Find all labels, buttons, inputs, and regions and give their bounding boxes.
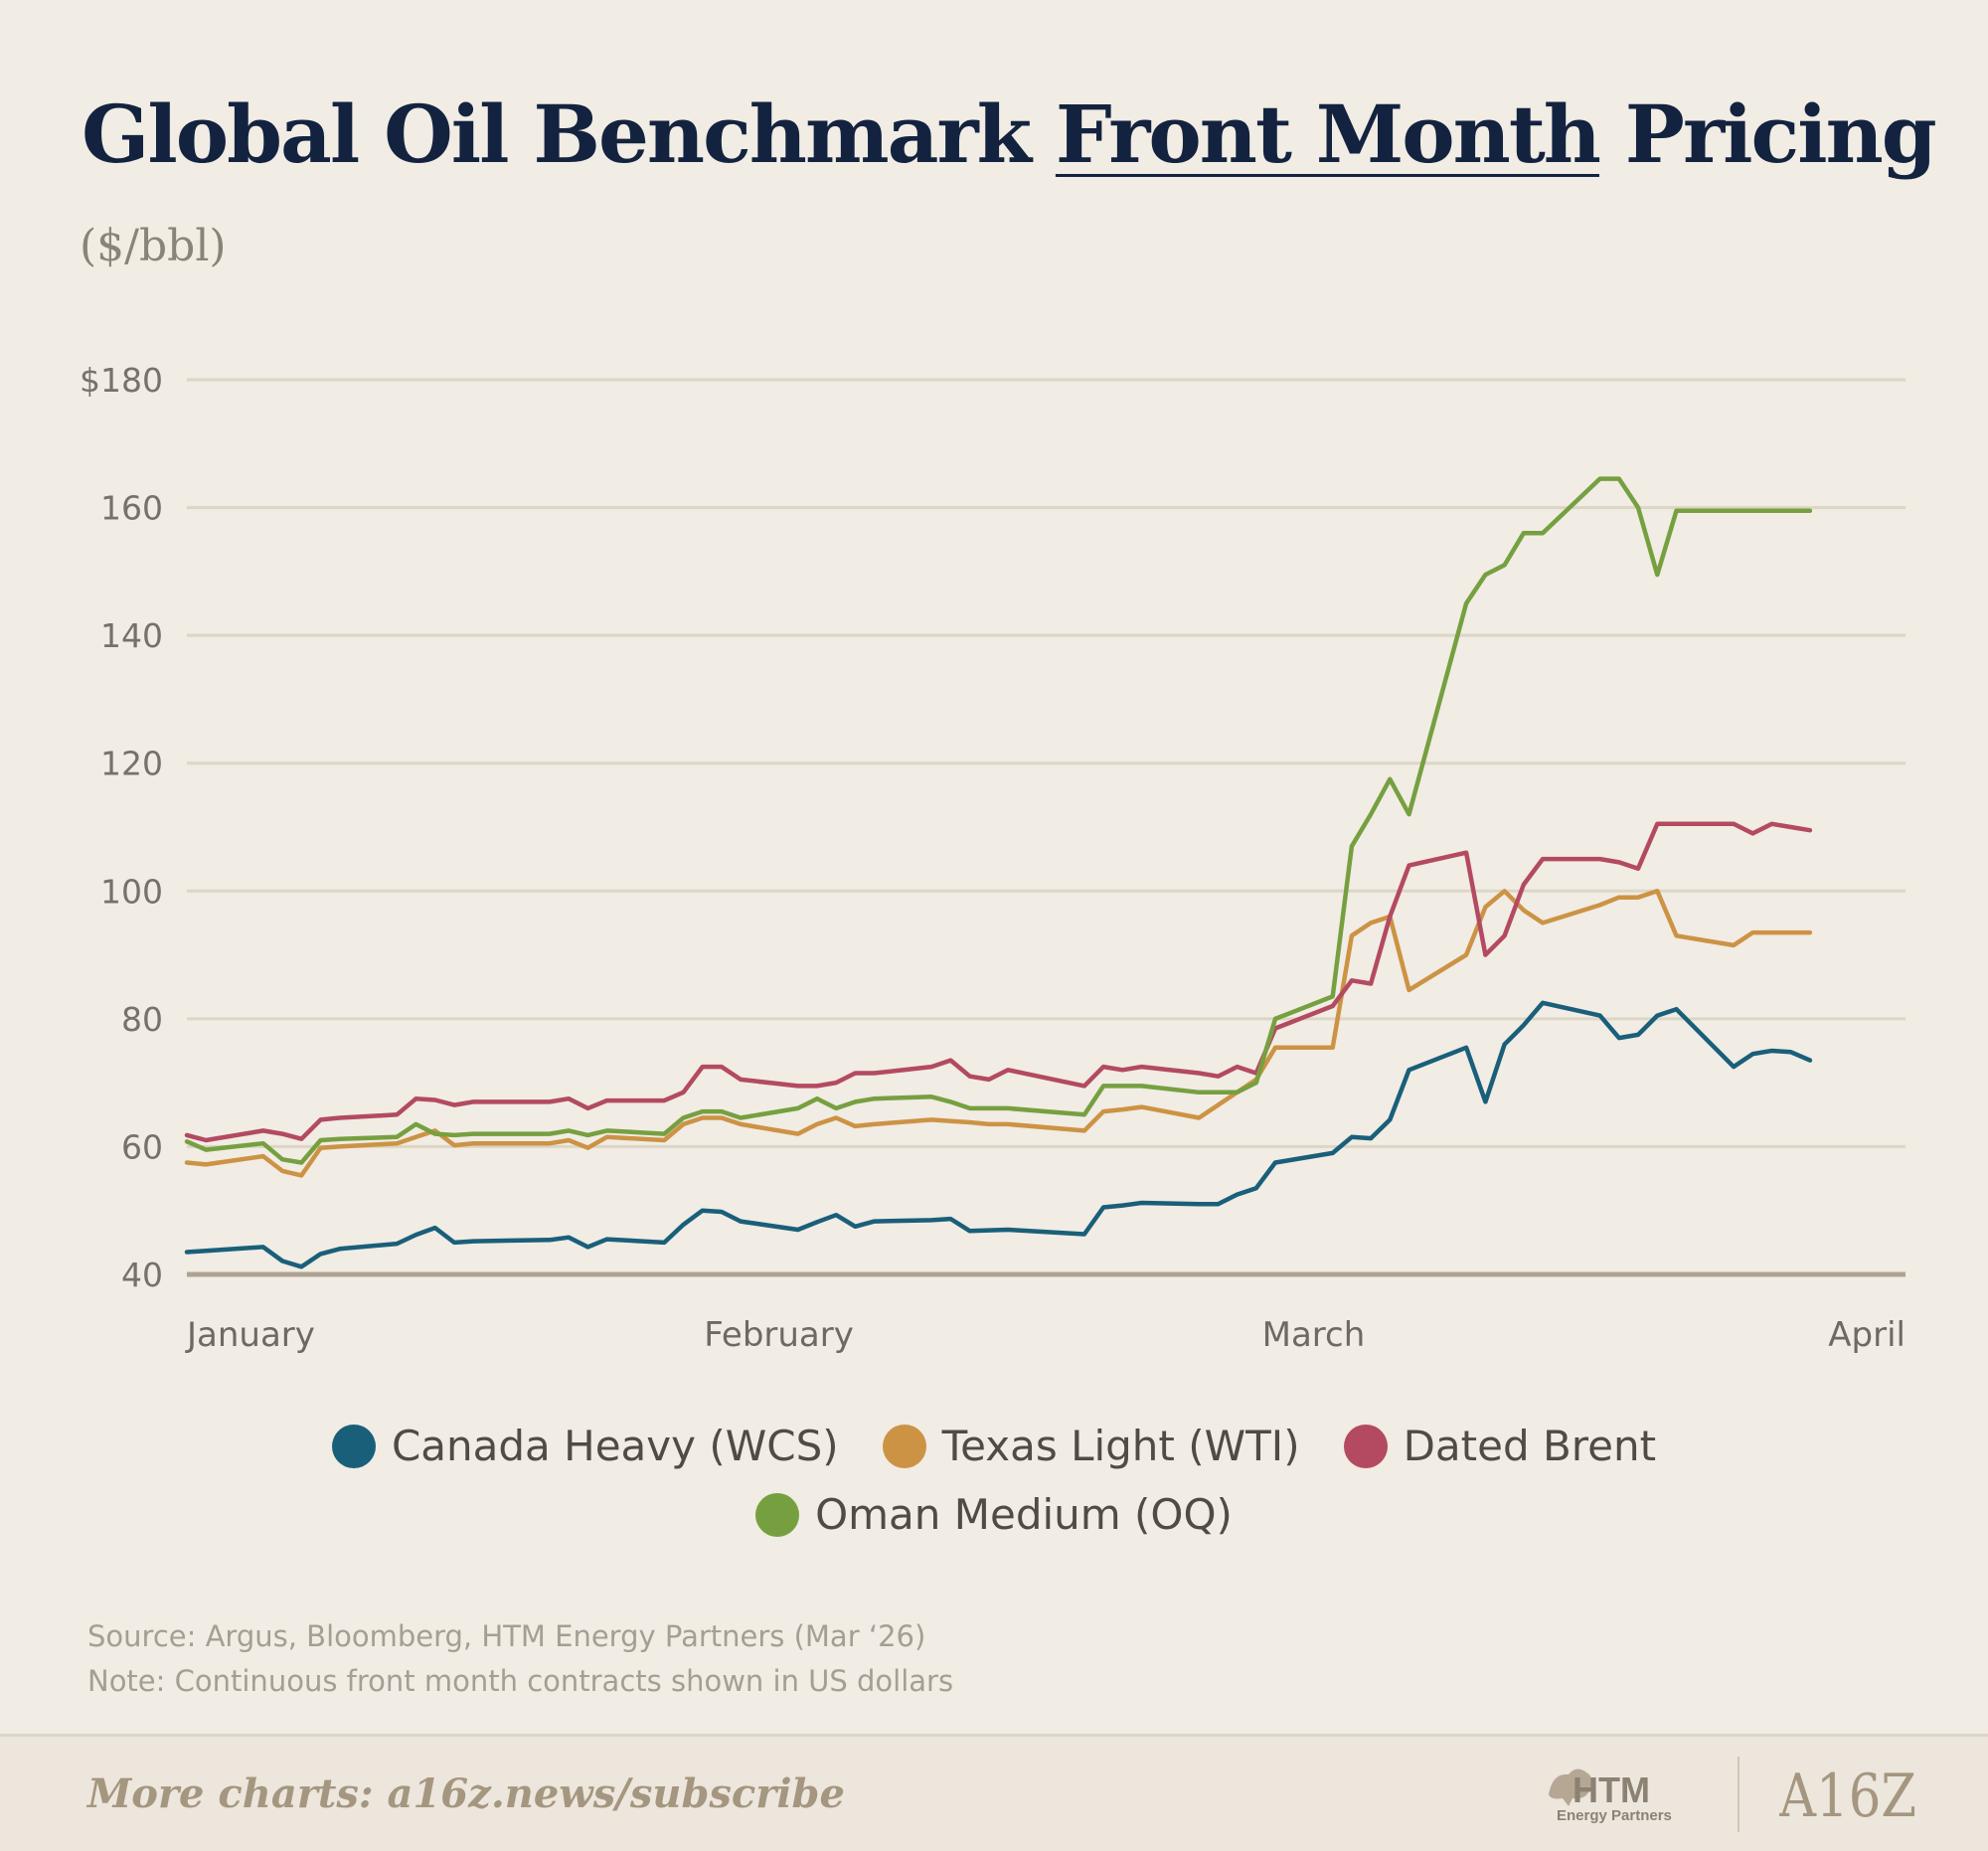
chart-title: Global Oil Benchmark Front Month Pricing xyxy=(82,87,1937,181)
legend-swatch-brent xyxy=(1343,1424,1388,1468)
series-line-oq xyxy=(184,476,1813,1165)
chart-subtitle: ($/bbl) xyxy=(80,221,227,271)
legend-item-wti: Texas Light (WTI) xyxy=(882,1422,1300,1470)
series-line-wti xyxy=(184,889,1813,1178)
title-part-2: Pricing xyxy=(1598,87,1937,181)
legend-item-oq: Oman Medium (OQ) xyxy=(755,1490,1233,1539)
legend-swatch-wti xyxy=(882,1424,926,1468)
footnote: Note: Continuous front month contracts s… xyxy=(87,1664,954,1698)
title-highlight: Front Month xyxy=(1055,87,1601,181)
footer: More charts: a16z.news/subscribe HTM Ene… xyxy=(0,1734,1988,1851)
legend-label-wti: Texas Light (WTI) xyxy=(941,1422,1300,1470)
legend-item-brent: Dated Brent xyxy=(1343,1422,1657,1470)
y-tick-label-40: 40 xyxy=(121,1256,163,1294)
y-tick-label-60: 60 xyxy=(121,1127,163,1166)
htm-logo-subtext: Energy Partners xyxy=(1557,1807,1672,1824)
series-line-wcs xyxy=(184,1000,1813,1269)
y-tick-label-100: 100 xyxy=(100,872,163,911)
a16z-logo-wordmark: A16Z xyxy=(1779,1762,1916,1824)
legend-item-wcs: Canada Heavy (WCS) xyxy=(331,1422,839,1470)
legend-label-brent: Dated Brent xyxy=(1403,1422,1657,1470)
htm-logo-wordmark: HTM xyxy=(1573,1769,1650,1810)
y-tick-label-80: 80 xyxy=(121,1000,163,1039)
subscribe-link[interactable]: More charts: a16z.news/subscribe xyxy=(87,1770,845,1817)
x-tick-label-february: February xyxy=(704,1315,854,1355)
legend-label-oq: Oman Medium (OQ) xyxy=(815,1490,1233,1539)
title-part-1: Global Oil Benchmark xyxy=(82,87,1056,181)
y-tick-label-140: 140 xyxy=(100,616,163,655)
x-tick-label-january: January xyxy=(185,1315,315,1355)
y-tick-label-120: 120 xyxy=(100,745,163,783)
line-chart: 40 60 80 100 120 140 160 $180 January February Mar… xyxy=(80,361,1905,1355)
htm-logo: HTM Energy Partners xyxy=(1549,1768,1672,1824)
a16z-logo: A16Z xyxy=(1779,1762,1916,1824)
legend-swatch-oq xyxy=(755,1492,800,1537)
legend-label-wcs: Canada Heavy (WCS) xyxy=(391,1422,839,1470)
source-note: Source: Argus, Bloomberg, HTM Energy Par… xyxy=(87,1619,926,1653)
footer-divider xyxy=(1738,1757,1740,1832)
htm-logo-mark xyxy=(1549,1768,1592,1806)
x-tick-label-march: March xyxy=(1262,1315,1366,1355)
x-tick-label-april: April xyxy=(1828,1315,1905,1355)
legend-swatch-wcs xyxy=(331,1424,376,1468)
y-tick-label-180: $180 xyxy=(80,361,163,400)
y-tick-label-160: 160 xyxy=(100,489,163,528)
legend: Canada Heavy (WCS) Texas Light (WTI) Dat… xyxy=(0,1422,1988,1539)
chart-notes: Source: Argus, Bloomberg, HTM Energy Par… xyxy=(87,1614,953,1704)
series-line-brent xyxy=(184,821,1813,1143)
